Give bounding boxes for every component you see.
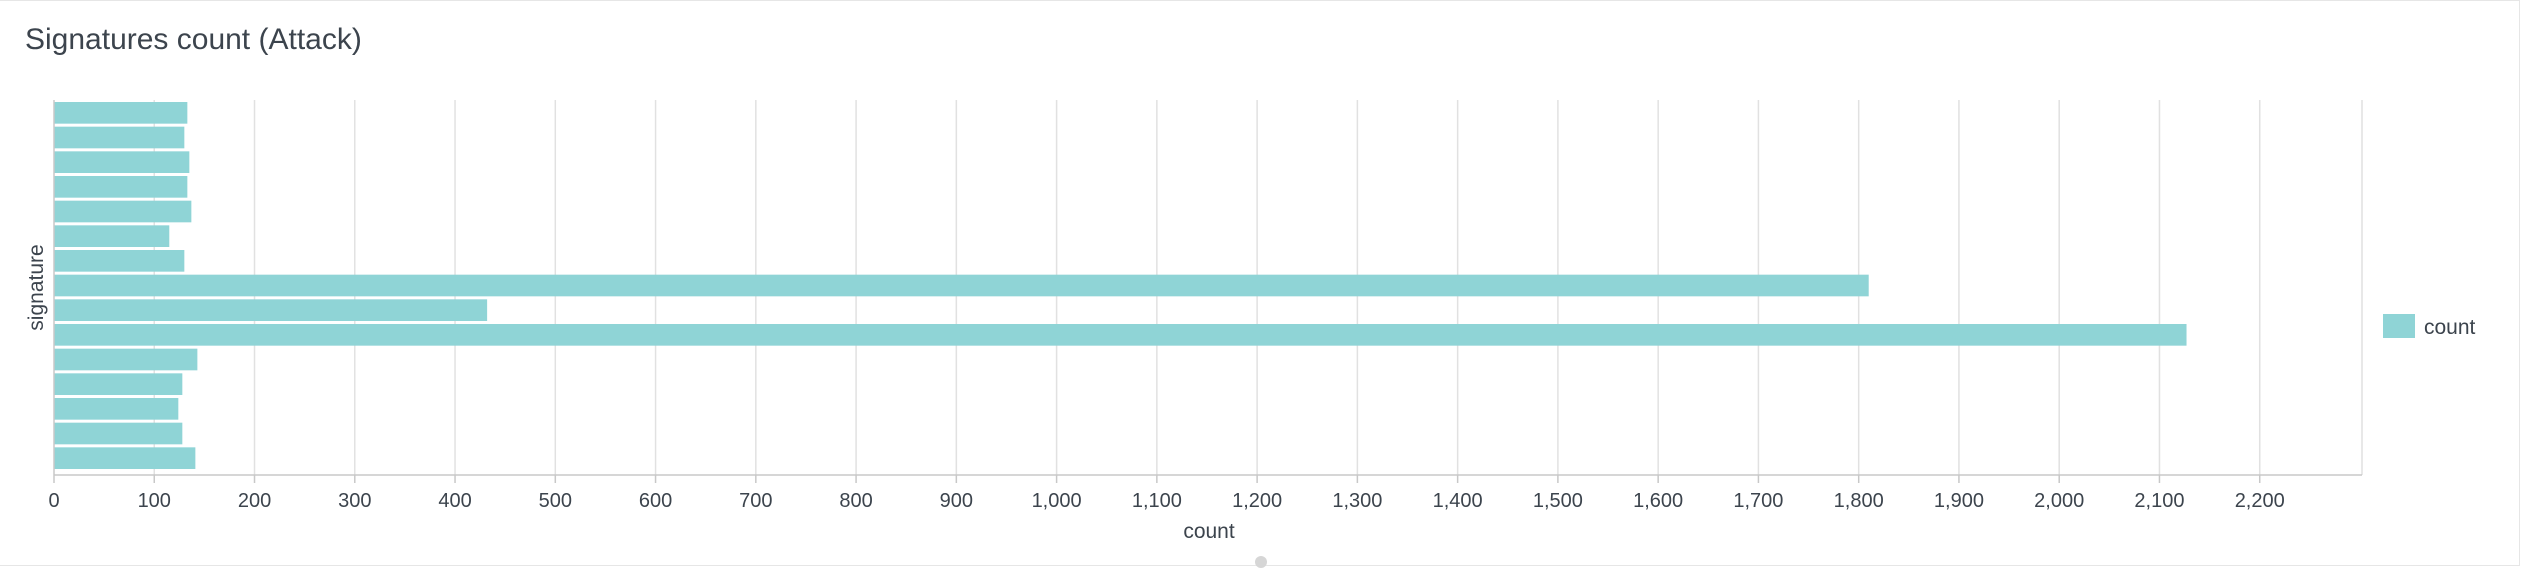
bar-1 (54, 126, 185, 149)
bar-6 (54, 250, 185, 272)
bar-0 (54, 102, 188, 124)
y-axis-title: signature (25, 244, 48, 330)
bar-8 (54, 299, 488, 321)
x-tick-label-1: 100 (138, 490, 171, 512)
x-tick-label-21: 2,100 (2134, 490, 2184, 512)
x-tick-label-16: 1,600 (1633, 490, 1683, 512)
x-tick-label-4: 400 (438, 490, 471, 512)
x-tick-label-6: 600 (639, 490, 672, 512)
x-tick-label-15: 1,500 (1533, 490, 1583, 512)
legend-swatch (2383, 314, 2415, 338)
x-tick-label-8: 800 (839, 490, 872, 512)
bar-3 (54, 176, 188, 198)
x-tick-label-22: 2,200 (2235, 490, 2285, 512)
bar-14 (54, 447, 196, 469)
bar-5 (54, 225, 170, 247)
bar-11 (54, 373, 183, 395)
x-axis-title: count (1183, 520, 1235, 543)
x-tick-label-2: 200 (238, 490, 271, 512)
x-tick-label-18: 1,800 (1834, 490, 1884, 512)
x-tick-label-0: 0 (48, 490, 59, 512)
bar-10 (54, 348, 198, 371)
x-tick-label-12: 1,200 (1232, 490, 1282, 512)
panel-title: Signatures count (Attack) (25, 23, 362, 56)
bar-7 (54, 274, 1869, 297)
x-tick-label-11: 1,100 (1132, 490, 1182, 512)
x-tick-label-19: 1,900 (1934, 490, 1984, 512)
x-tick-label-17: 1,700 (1733, 490, 1783, 512)
x-tick-label-10: 1,000 (1032, 490, 1082, 512)
bar-2 (54, 151, 190, 173)
bar-12 (54, 398, 179, 420)
bar-9 (54, 324, 2187, 346)
x-tick-label-7: 700 (739, 490, 772, 512)
x-tick-label-5: 500 (539, 490, 572, 512)
legend-label: count (2424, 316, 2476, 339)
x-tick-label-20: 2,000 (2034, 490, 2084, 512)
bar-4 (54, 200, 192, 223)
x-tick-label-9: 900 (940, 490, 973, 512)
pagination-dot[interactable] (1255, 556, 1267, 568)
bar-13 (54, 422, 183, 445)
x-tick-label-14: 1,400 (1433, 490, 1483, 512)
x-tick-label-13: 1,300 (1332, 490, 1382, 512)
x-tick-label-3: 300 (338, 490, 371, 512)
